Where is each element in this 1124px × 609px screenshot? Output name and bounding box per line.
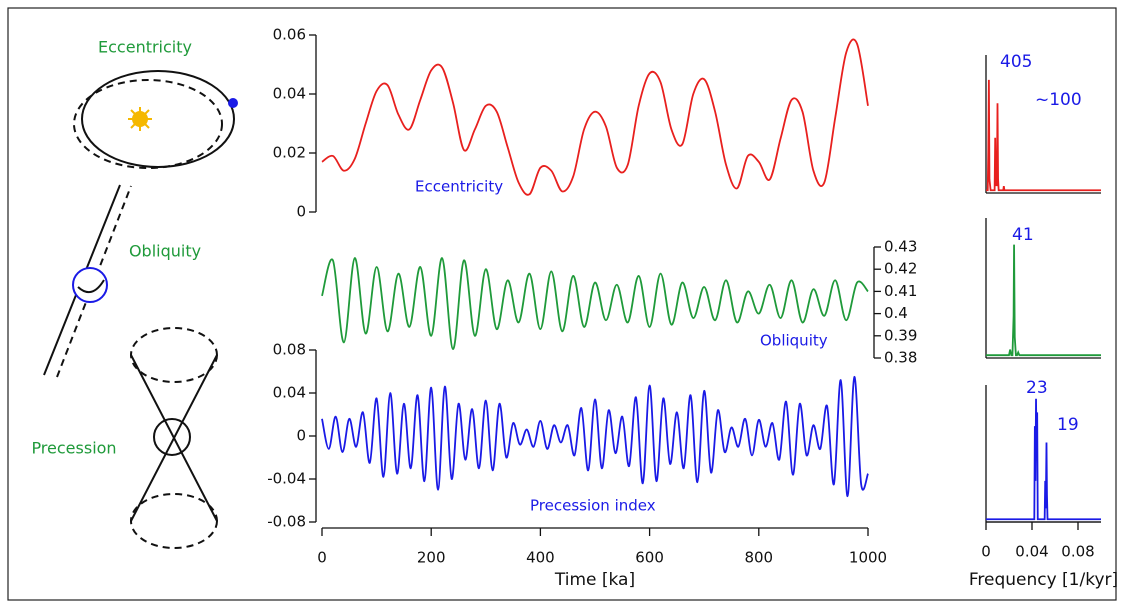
series-line xyxy=(986,244,1101,357)
series-label: Obliquity xyxy=(760,332,828,350)
globe-line xyxy=(77,279,105,294)
x-axis-label: Time [ka] xyxy=(554,570,635,590)
peak-label: 41 xyxy=(1012,225,1034,245)
planet xyxy=(228,98,238,108)
peak-label: ~100 xyxy=(1035,90,1082,110)
frame xyxy=(7,7,1117,601)
orbit xyxy=(81,70,235,168)
sun xyxy=(128,107,152,131)
y-tick-label: 0.06 xyxy=(273,26,306,44)
x-axis-label: Frequency [1/kyr] xyxy=(969,570,1118,590)
diagram-label: Obliquity xyxy=(129,242,201,261)
diagram xyxy=(43,70,238,549)
y-tick-label: 0.04 xyxy=(273,85,306,103)
x-tick-label: 800 xyxy=(744,549,773,567)
series-line xyxy=(321,38,869,196)
y-tick-label: 0.08 xyxy=(273,341,306,359)
x-tick-label: 400 xyxy=(526,549,555,567)
y-tick-label: 0.38 xyxy=(884,349,917,367)
series-label: Eccentricity xyxy=(415,178,503,196)
y-tick-label: 0.4 xyxy=(884,304,908,322)
x-tick-label: 0 xyxy=(317,549,327,567)
x-tick-label: 1000 xyxy=(849,549,887,567)
x-tick-label: 600 xyxy=(635,549,664,567)
y-tick-label: 0.41 xyxy=(884,282,917,300)
series-line xyxy=(321,257,869,351)
orbit-dashed xyxy=(73,79,223,169)
x-tick-label: 200 xyxy=(417,549,446,567)
series-line xyxy=(986,79,1101,192)
peak-label: 23 xyxy=(1026,378,1048,398)
cone-line xyxy=(130,354,218,522)
y-tick-label: 0.04 xyxy=(273,384,306,402)
y-tick-label: 0 xyxy=(296,203,306,221)
peak-label: 19 xyxy=(1057,415,1079,435)
series-label: Precession index xyxy=(530,497,656,515)
cone-bottom xyxy=(130,493,218,549)
globe xyxy=(153,418,191,456)
series-line xyxy=(986,398,1101,521)
x-tick-label: 0.08 xyxy=(1061,543,1094,561)
y-tick-label: -0.04 xyxy=(267,470,306,488)
x-tick-label: 0 xyxy=(981,543,991,561)
y-tick-label: -0.08 xyxy=(267,513,306,531)
series-line xyxy=(321,375,869,498)
diagram-label: Eccentricity xyxy=(98,38,192,57)
y-tick-label: 0.42 xyxy=(884,260,917,278)
globe xyxy=(72,267,108,303)
peak-label: 405 xyxy=(1000,52,1032,72)
cone-top xyxy=(130,327,218,383)
y-tick-label: 0.02 xyxy=(273,144,306,162)
y-tick-label: 0.39 xyxy=(884,326,917,344)
y-tick-label: 0.43 xyxy=(884,238,917,256)
x-tick-label: 0.04 xyxy=(1015,543,1048,561)
y-tick-label: 0 xyxy=(296,427,306,445)
diagram-label: Precession xyxy=(31,439,116,458)
